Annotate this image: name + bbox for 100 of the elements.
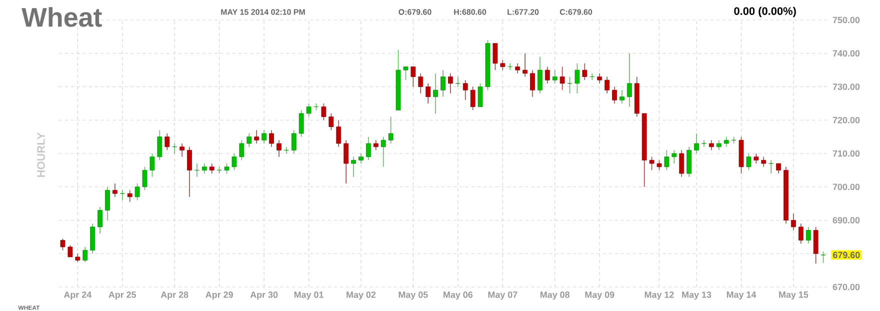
y-tick-label: 700.00 — [832, 184, 860, 190]
candlestick — [492, 42, 498, 70]
candlestick — [620, 90, 624, 104]
candlestick — [649, 156, 654, 171]
candlestick — [344, 140, 349, 184]
candlestick — [776, 163, 781, 174]
candlestick — [90, 223, 95, 254]
x-tick-label: May 01 — [294, 292, 324, 300]
y-tick-label: 670.00 — [832, 284, 860, 290]
y-tick-label: 740.00 — [832, 50, 860, 57]
candlestick — [388, 116, 394, 144]
x-tick-label: May 15 — [779, 292, 808, 300]
candlestick — [716, 140, 722, 151]
x-tick-label: May 09 — [585, 292, 614, 300]
candlestick — [806, 226, 811, 244]
candlestick — [112, 183, 118, 198]
candlestick — [560, 66, 565, 90]
candlestick — [298, 110, 304, 138]
candlestick — [679, 150, 684, 178]
candlestick — [604, 76, 610, 94]
candlestick — [276, 140, 282, 158]
chart-title: Wheat — [22, 7, 102, 27]
x-tick-label: May 12 — [644, 292, 674, 300]
x-tick-label: Apr 30 — [250, 292, 278, 300]
candlestick — [60, 238, 66, 251]
x-tick-label: May 14 — [726, 292, 756, 300]
candlestick — [157, 130, 162, 161]
candlestick — [612, 86, 617, 104]
candlestick — [380, 136, 386, 168]
candlestick — [254, 130, 260, 144]
candlestick — [672, 150, 677, 164]
y-tick-label: 710.00 — [832, 150, 860, 157]
y-tick-label: 750.00 — [832, 16, 860, 24]
candlestick — [306, 103, 312, 118]
candlestick — [433, 73, 438, 114]
candlestick — [224, 163, 230, 174]
candlestick — [164, 133, 170, 151]
y-tick-label: 690.00 — [832, 217, 860, 224]
y-axis-title: HOURLY — [37, 132, 45, 177]
candlestick — [582, 62, 588, 80]
candlestick — [552, 70, 558, 84]
candlestick — [98, 206, 102, 234]
y-tick-label: 720.00 — [832, 116, 860, 124]
candlestick — [120, 190, 125, 201]
candlestick — [761, 156, 766, 168]
candlestick — [462, 80, 468, 101]
candlestick — [530, 70, 535, 98]
candlestick — [798, 223, 804, 244]
candlestick — [410, 66, 416, 88]
candlestick — [656, 160, 662, 171]
candlestick — [68, 244, 73, 258]
candlestick — [426, 83, 431, 104]
x-tick-label: May 02 — [346, 292, 376, 300]
candlestick — [440, 70, 446, 98]
candlestick — [626, 52, 632, 108]
candlestick — [366, 136, 371, 161]
candlestick — [500, 60, 506, 70]
candlestick — [702, 140, 706, 148]
candlestick — [597, 73, 602, 84]
candlestick — [262, 130, 266, 144]
candlestick — [239, 140, 244, 161]
candlestick — [202, 163, 207, 174]
candlestick — [574, 62, 580, 94]
candlestick — [448, 73, 453, 94]
candlestick — [328, 113, 334, 131]
candlestick — [522, 52, 528, 78]
candlestick — [478, 83, 483, 108]
candlestick — [373, 140, 378, 151]
x-tick-label: Apr 24 — [64, 292, 92, 300]
candlestick — [724, 136, 729, 148]
candlestick — [791, 213, 796, 231]
candlestick — [820, 251, 826, 264]
text: 0.00 (0.00%) — [734, 6, 796, 18]
candlestick — [291, 130, 296, 154]
candlestick — [403, 66, 408, 80]
candlestick — [336, 120, 342, 148]
candlestick — [127, 190, 132, 202]
candlestick — [134, 183, 140, 201]
x-tick-label: Apr 28 — [160, 292, 188, 300]
candlestick — [142, 166, 148, 191]
candlestick — [321, 103, 326, 121]
candlestick — [358, 153, 364, 164]
candlestick — [694, 133, 699, 154]
candlestick — [246, 133, 252, 148]
candlestick — [544, 66, 550, 84]
x-tick-label: May 07 — [488, 292, 518, 300]
candlestick — [180, 143, 184, 158]
y-tick-label: 730.00 — [832, 84, 860, 90]
text: 679.60 — [833, 252, 860, 258]
x-tick-label: Apr 29 — [206, 292, 233, 300]
candlestick — [813, 226, 818, 264]
candlestick — [538, 56, 542, 94]
candlestick — [187, 146, 192, 198]
candlestick — [768, 160, 774, 174]
candlestick — [754, 153, 759, 164]
candlestick — [105, 186, 110, 221]
candlestick — [686, 146, 692, 178]
candlestick — [418, 73, 424, 94]
candlestick — [232, 153, 237, 171]
x-tick-label: Apr 25 — [108, 292, 136, 300]
